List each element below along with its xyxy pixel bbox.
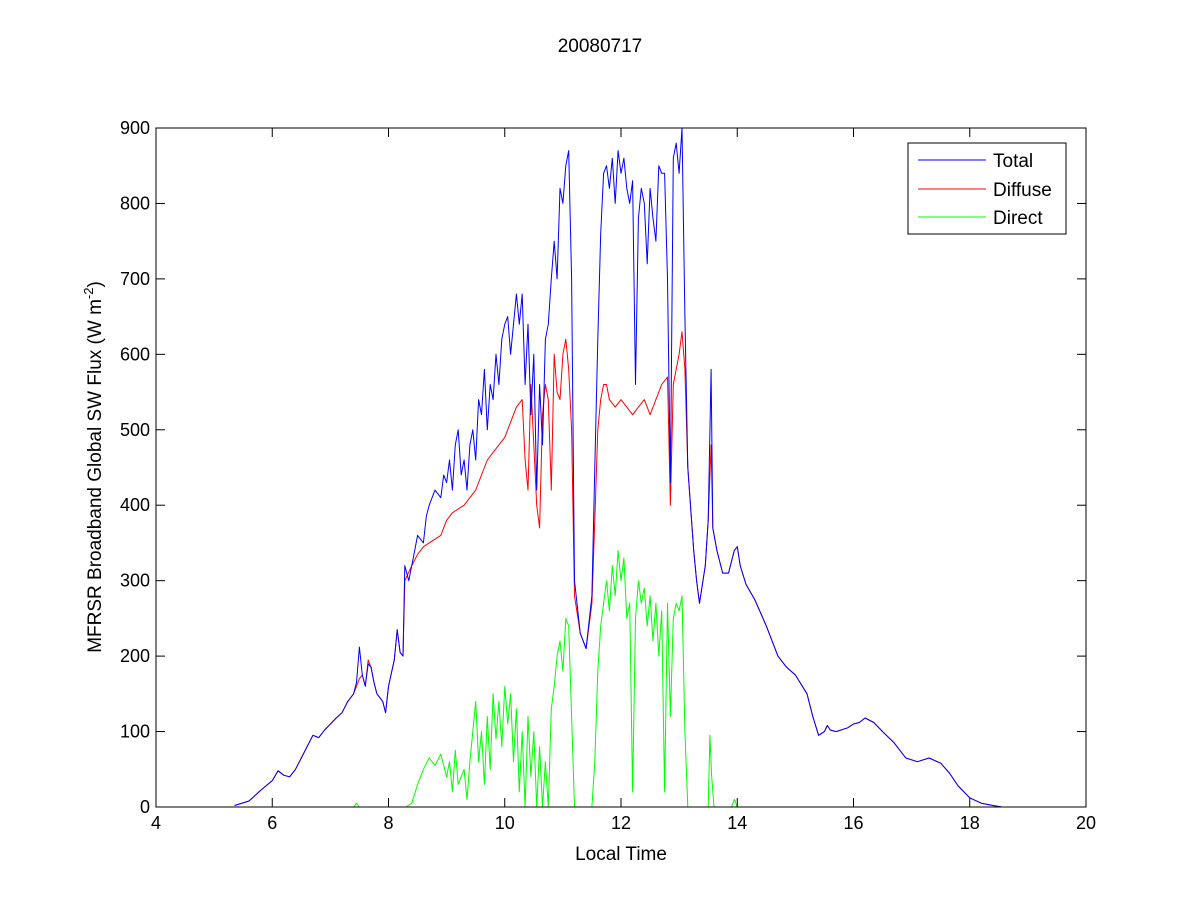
legend-label-diffuse: Diffuse [993, 180, 1052, 201]
x-tick-label: 4 [151, 813, 161, 833]
x-tick-label: 6 [267, 813, 277, 833]
y-tick-label: 700 [120, 269, 150, 289]
series-line-total [234, 127, 1002, 808]
plot-area [156, 128, 1086, 807]
y-tick-label: 200 [120, 646, 150, 666]
x-tick-label: 12 [611, 813, 631, 833]
legend-label-direct: Direct [993, 208, 1043, 229]
x-tick-label: 16 [843, 813, 863, 833]
y-tick-label: 600 [120, 344, 150, 364]
x-tick-label: 18 [960, 813, 980, 833]
series-line-direct [234, 550, 1002, 808]
series-layer [234, 127, 1002, 808]
y-tick-label: 900 [120, 118, 150, 138]
axes-frame [155, 127, 1087, 808]
legend: Total Diffuse Direct [907, 142, 1067, 235]
y-tick-label: 300 [120, 571, 150, 591]
y-axis-label: MFRSR Broadband Global SW Flux (W m-2) [81, 281, 106, 653]
y-tick-label: 800 [120, 193, 150, 213]
legend-label-total: Total [993, 151, 1033, 172]
y-tick-label: 500 [120, 420, 150, 440]
x-tick-label: 10 [495, 813, 515, 833]
y-tick-label: 100 [120, 722, 150, 742]
x-axis-label: Local Time [575, 844, 667, 865]
ticks-layer: 4 6 8 10 12 14 16 18 200100200300400500600700800… [120, 118, 1096, 833]
y-axis-label-superscript: -2 [81, 288, 96, 300]
x-tick-label: 14 [727, 813, 747, 833]
y-tick-label: 400 [120, 495, 150, 515]
y-tick-label: 0 [140, 797, 150, 817]
x-tick-label: 8 [383, 813, 393, 833]
chart-title: 20080717 [558, 36, 643, 57]
y-axis-label-main: MFRSR Broadband Global SW Flux (W m [85, 299, 106, 653]
x-tick-label: 20 [1076, 813, 1096, 833]
y-axis-label-suffix: ) [85, 281, 106, 287]
